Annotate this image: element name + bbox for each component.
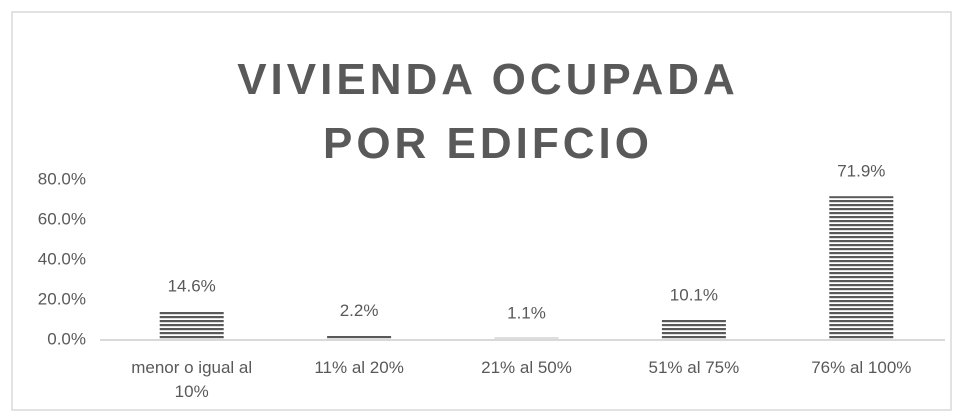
data-label: 10.1% xyxy=(670,285,718,304)
bar xyxy=(159,310,224,340)
data-label: 2.2% xyxy=(340,301,379,320)
y-tick-label: 0.0% xyxy=(47,329,86,348)
x-tick-label: 76% al 100% xyxy=(811,358,912,377)
x-tick-label: 11% al 20% xyxy=(314,358,404,377)
chart-border xyxy=(11,11,952,411)
bar xyxy=(494,337,559,340)
bar xyxy=(661,319,726,340)
chart-title: VIVIENDA OCUPADA POR EDIFCIO xyxy=(237,55,739,168)
bar xyxy=(829,196,894,340)
bar xyxy=(327,335,392,340)
y-tick-label: 80.0% xyxy=(38,169,86,188)
y-tick-label: 60.0% xyxy=(38,209,86,228)
y-tick-label: 20.0% xyxy=(38,289,86,308)
data-label: 1.1% xyxy=(507,303,546,322)
x-tick-label: 21% al 50% xyxy=(481,358,572,377)
x-tick-label: 51% al 75% xyxy=(648,358,740,377)
data-label: 14.6% xyxy=(168,276,216,295)
data-label: 71.9% xyxy=(837,162,885,181)
y-tick-label: 40.0% xyxy=(38,249,86,268)
x-tick-label: menor o igual al 10% xyxy=(131,358,253,401)
